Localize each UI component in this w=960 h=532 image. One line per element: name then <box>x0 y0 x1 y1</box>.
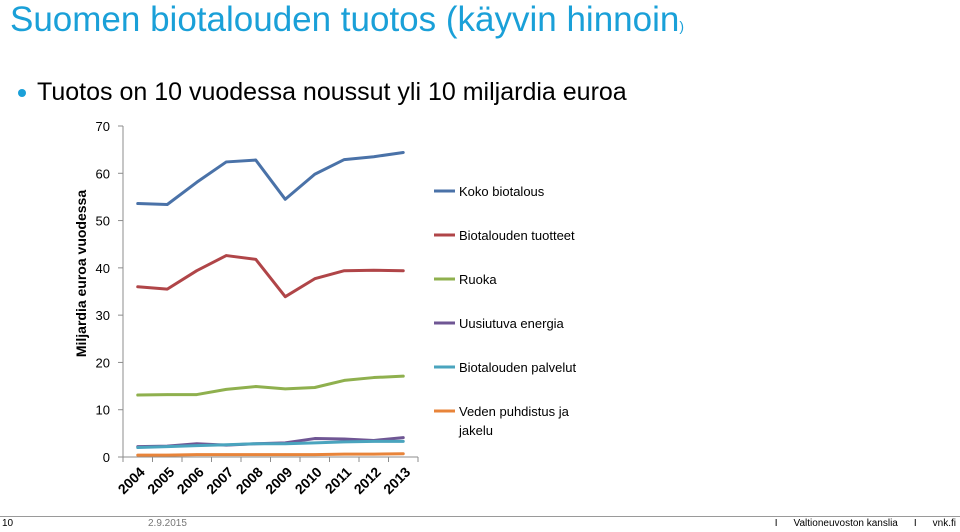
y-tick-label: 0 <box>103 450 110 465</box>
data-point <box>284 295 287 298</box>
x-tick-label: 2006 <box>174 464 207 497</box>
y-tick-label: 20 <box>96 355 110 370</box>
x-tick-label: 2005 <box>144 464 177 497</box>
data-point <box>136 453 139 457</box>
data-point <box>313 437 316 440</box>
legend-label: Biotalouden tuotteet <box>459 228 575 243</box>
data-point <box>402 374 405 378</box>
legend-label: Uusiutuva energia <box>459 316 565 331</box>
footer-separator: I <box>913 518 917 529</box>
data-point <box>343 379 346 382</box>
footer-date: 2.9.2015 <box>148 518 187 529</box>
footer-page-number: 10 <box>2 518 14 529</box>
footer-separator: I <box>774 518 778 529</box>
y-tick-label: 40 <box>96 261 110 276</box>
data-point <box>225 453 228 456</box>
data-point <box>254 442 257 445</box>
x-tick-label: 2012 <box>351 464 384 497</box>
data-point <box>225 443 228 446</box>
data-point <box>372 440 375 443</box>
data-point <box>254 158 257 162</box>
data-point <box>136 202 139 205</box>
data-point <box>372 376 375 379</box>
data-point <box>136 285 139 288</box>
line-chart: 0102030405060702004200520062007200820092… <box>73 119 576 497</box>
series-line <box>136 254 405 299</box>
data-point <box>136 393 139 397</box>
y-tick-label: 60 <box>96 166 110 181</box>
series-line <box>136 150 405 206</box>
data-point <box>284 442 287 445</box>
legend-label: Biotalouden palvelut <box>459 360 576 375</box>
y-axis-title: Miljardia euroa vuodessa <box>73 190 89 357</box>
data-point <box>166 445 169 448</box>
data-point <box>343 269 346 272</box>
footer-org-name: Valtioneuvoston kanslia <box>793 518 898 529</box>
data-point <box>195 444 198 447</box>
data-point <box>343 452 346 456</box>
data-point <box>254 385 257 388</box>
footer-divider <box>0 516 960 517</box>
data-point <box>284 198 287 201</box>
legend-label: Koko biotalous <box>459 184 545 199</box>
slide-title: Suomen biotalouden tuotos (käyvin hinnoi… <box>10 0 684 40</box>
x-tick-label: 2008 <box>233 464 266 497</box>
data-point <box>166 287 169 291</box>
data-point <box>313 441 316 445</box>
data-point <box>402 452 405 455</box>
slide-title-main: Suomen biotalouden tuotos (käyvin hinnoi… <box>10 0 680 39</box>
data-point <box>313 173 316 176</box>
data-point <box>195 269 198 272</box>
x-tick-label: 2010 <box>292 464 325 497</box>
y-tick-label: 30 <box>96 308 110 323</box>
data-point <box>225 388 228 391</box>
x-tick-label: 2004 <box>115 464 148 497</box>
data-point <box>402 269 405 272</box>
data-point <box>195 393 198 396</box>
x-tick-label: 2011 <box>322 464 355 497</box>
data-point <box>225 160 228 164</box>
data-point <box>343 158 346 161</box>
slide-title-paren: ) <box>679 18 685 34</box>
data-point <box>343 437 346 441</box>
data-point <box>225 254 228 257</box>
data-point <box>166 203 169 206</box>
y-tick-label: 10 <box>96 403 110 418</box>
data-point <box>343 440 346 444</box>
data-point <box>313 453 316 456</box>
data-point <box>195 181 198 184</box>
data-point <box>254 453 257 456</box>
x-tick-label: 2009 <box>262 464 295 497</box>
data-point <box>402 436 405 439</box>
series-line <box>136 439 405 450</box>
series-line <box>136 452 405 457</box>
footer-site: vnk.fi <box>932 518 956 529</box>
data-point <box>372 269 375 272</box>
data-point <box>372 452 375 456</box>
y-tick-label: 50 <box>96 214 110 229</box>
data-point <box>166 453 169 457</box>
bullet-text: Tuotos on 10 vuodessa noussut yli 10 mil… <box>37 78 627 106</box>
data-point <box>254 258 257 261</box>
data-point <box>284 387 287 391</box>
x-tick-label: 2007 <box>203 464 236 497</box>
data-point <box>313 277 316 280</box>
legend-label: Ruoka <box>459 272 497 287</box>
bullet-item: Tuotos on 10 vuodessa noussut yli 10 mil… <box>18 78 627 107</box>
data-point <box>372 155 375 158</box>
data-point <box>402 151 405 154</box>
legend-label: Veden puhdistus ja jakelu <box>458 404 570 438</box>
y-tick-label: 70 <box>96 119 110 134</box>
x-tick-label: 2013 <box>380 464 413 497</box>
data-point <box>136 446 139 449</box>
data-point <box>402 440 405 443</box>
data-point <box>166 393 169 396</box>
series-line <box>136 374 405 397</box>
data-point <box>313 386 316 389</box>
data-point <box>284 453 287 456</box>
data-point <box>195 453 198 456</box>
bullet-dot-icon <box>18 88 26 97</box>
